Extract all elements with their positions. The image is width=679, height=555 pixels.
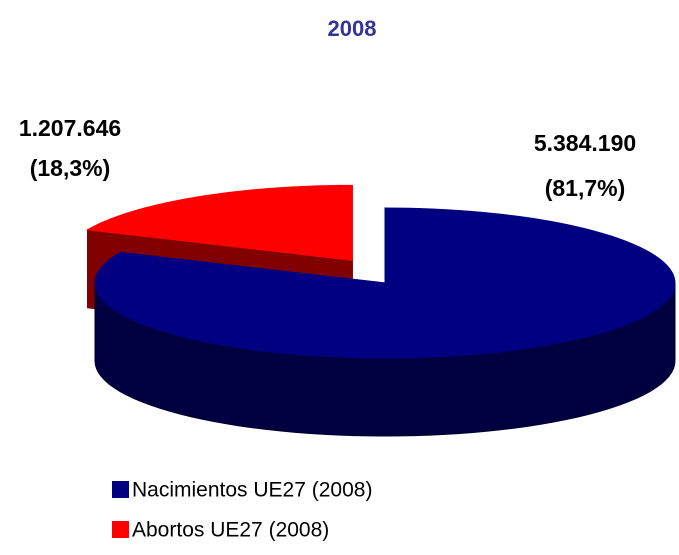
legend-swatch — [112, 521, 129, 538]
pie-slice — [94, 207, 676, 437]
legend-label: Nacimientos UE27 (2008) — [132, 479, 372, 502]
chart-title: 2008 — [328, 16, 377, 41]
percent-label: (18,3%) — [30, 155, 111, 181]
legend-label: Abortos UE27 (2008) — [132, 519, 329, 542]
data-label: 1.207.646 — [19, 115, 121, 141]
percent-label: (81,7%) — [545, 175, 626, 201]
slice-top — [85, 184, 353, 261]
slice-top — [94, 207, 676, 359]
legend-swatch — [112, 481, 129, 498]
data-label: 5.384.190 — [534, 130, 636, 156]
